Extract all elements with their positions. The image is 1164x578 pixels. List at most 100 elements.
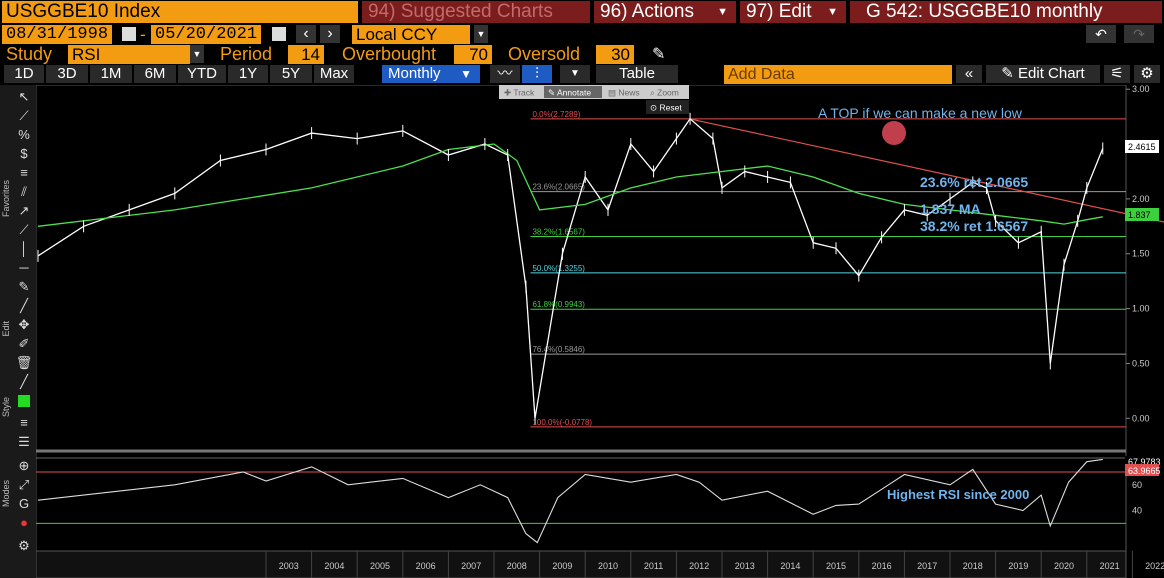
oversold-label: Oversold	[508, 44, 581, 64]
dash-style-icon[interactable]: ☰	[18, 434, 30, 449]
currency-select[interactable]: Local CCY	[352, 25, 470, 44]
frequency-label: Monthly	[388, 65, 441, 82]
frequency-select[interactable]: Monthly ▼	[382, 65, 480, 83]
timeframe-1m-button[interactable]: 1M	[90, 65, 132, 83]
date-separator: -	[140, 25, 146, 44]
chevron-down-icon: ▼	[717, 6, 728, 18]
study-label: Study	[6, 44, 53, 64]
overbought-input[interactable]: 70	[454, 45, 492, 64]
add-data-input[interactable]: Add Data	[724, 65, 952, 84]
g-icon[interactable]: G	[18, 496, 30, 511]
crosshair-icon[interactable]: ⊕	[18, 458, 30, 473]
study-select[interactable]: RSI	[68, 45, 190, 64]
timeframe-3d-button[interactable]: 3D	[46, 65, 88, 83]
overlay-toolbar: ✚ Track ✎ Annotate ▤ News ⌕ Zoom ⊙ Reset	[499, 85, 689, 114]
x-tick-label: 2004	[324, 561, 344, 571]
calendar-icon[interactable]	[272, 27, 286, 41]
calendar-icon[interactable]	[122, 27, 136, 41]
color-swatch-icon[interactable]	[18, 395, 30, 407]
percent-icon[interactable]: %	[18, 127, 30, 142]
line-chart-icon[interactable]: 〰	[490, 65, 520, 83]
collapse-icon[interactable]: «	[956, 65, 982, 83]
table-button[interactable]: Table	[596, 65, 678, 83]
vertical-line-icon[interactable]: │	[19, 241, 29, 256]
currency-label: Local CCY	[356, 25, 438, 44]
horizontal-line-icon[interactable]: ─	[19, 260, 29, 275]
next-arrow-icon[interactable]: ›	[320, 25, 340, 43]
edit-tab[interactable]: Edit	[1, 321, 11, 337]
timeframe-5y-button[interactable]: 5Y	[270, 65, 312, 83]
price-points	[37, 112, 1104, 425]
timeframe-bar: 1D 3D 1M 6M YTD 1Y 5Y Max Monthly ▼ 〰 ⫶ ▼…	[0, 64, 1164, 85]
trash-icon[interactable]: 🗑	[15, 355, 33, 370]
chart-area[interactable]: 0.0%(2.7289) 23.6%(2.0665) 38.2%(1.6567) 50…	[36, 85, 1164, 578]
ticker-field[interactable]: USGGBE10 Index	[2, 1, 358, 23]
actions-menu[interactable]: 96) Actions ▼	[594, 1, 736, 23]
ray-icon[interactable]: ⟋	[19, 222, 29, 237]
timeframe-1d-button[interactable]: 1D	[4, 65, 44, 83]
x-tick-label: 2022	[1145, 561, 1164, 571]
channel-icon[interactable]: ⫽	[21, 184, 27, 199]
fibonacci-icon[interactable]: ≡	[20, 165, 28, 180]
last-price-label: 2.4615	[1128, 142, 1156, 152]
x-tick-label: 2017	[917, 561, 937, 571]
timeframe-max-button[interactable]: Max	[314, 65, 354, 83]
oversold-input[interactable]: 30	[596, 45, 634, 64]
text-icon[interactable]: ✎	[18, 279, 30, 294]
favorites-tab[interactable]: Favorites	[1, 180, 11, 218]
undo-icon[interactable]: ↶	[1086, 25, 1116, 43]
start-date-field[interactable]: 08/31/1998	[2, 25, 113, 44]
pencil-icon[interactable]: ✎	[652, 46, 666, 63]
style-tab[interactable]: Style	[1, 397, 11, 418]
arrow-icon[interactable]: ↗	[18, 203, 30, 218]
x-tick-label: 2018	[963, 561, 983, 571]
trendline[interactable]	[689, 118, 1164, 254]
x-tick-label: 2005	[370, 561, 390, 571]
track-button[interactable]: ✚ Track	[504, 88, 535, 98]
line-weight-icon[interactable]: ≡	[20, 415, 28, 430]
cursor-icon[interactable]: ↖	[18, 89, 30, 104]
chart-settings-icon[interactable]: ⚟	[1104, 65, 1130, 83]
prev-arrow-icon[interactable]: ‹	[296, 25, 316, 43]
y-tick-label: 2.00	[1132, 194, 1150, 204]
trendline-icon[interactable]: ⟋	[19, 108, 29, 123]
gear-icon[interactable]: ⚙	[1134, 65, 1160, 83]
dollar-icon[interactable]: $	[20, 146, 28, 161]
palette-icon[interactable]: ●	[20, 515, 28, 530]
reset-button[interactable]: ⊙ Reset	[650, 103, 682, 113]
chevron-down-icon[interactable]: ▼	[190, 45, 204, 63]
x-tick-label: 2016	[872, 561, 892, 571]
chevron-down-icon[interactable]: ▼	[474, 25, 488, 43]
ret236-annotation: 23.6% ret 2.0665	[920, 174, 1028, 190]
annotate-button[interactable]: ✎ Annotate	[548, 88, 591, 98]
timeframe-ytd-button[interactable]: YTD	[178, 65, 226, 83]
suggested-charts-button[interactable]: 94) Suggested Charts	[362, 1, 590, 23]
edit-menu[interactable]: 97) Edit ▼	[740, 1, 846, 23]
news-button[interactable]: ▤ News	[608, 88, 640, 98]
x-tick-label: 2021	[1100, 561, 1120, 571]
line-icon[interactable]: ╱	[20, 298, 28, 313]
x-tick-label: 2010	[598, 561, 618, 571]
actions-label: 96) Actions	[600, 1, 694, 22]
zoom-mode-icon[interactable]: ⤢	[18, 477, 30, 492]
edit-chart-button[interactable]: ✎ Edit Chart	[986, 65, 1100, 83]
zoom-button[interactable]: ⌕ Zoom	[650, 88, 679, 98]
fib-level-label: 0.0%(2.7289)	[532, 110, 580, 119]
fib-level-label: 50.0%(1.3255)	[532, 264, 585, 273]
redo-icon[interactable]: ↷	[1124, 25, 1154, 43]
gear-icon[interactable]: ⚙	[18, 538, 30, 553]
line-style-icon[interactable]: ╱	[20, 374, 28, 389]
y-axis-ticks: 3.002.502.001.501.000.500.00	[1126, 85, 1150, 423]
brush-icon[interactable]: ✐	[18, 336, 30, 351]
timeframe-1y-button[interactable]: 1Y	[228, 65, 268, 83]
move-icon[interactable]: ✥	[18, 317, 30, 332]
end-date-field[interactable]: 05/20/2021	[151, 25, 262, 44]
timeframe-6m-button[interactable]: 6M	[134, 65, 176, 83]
bar-chart-icon[interactable]: ⫶	[522, 65, 552, 83]
fib-level-label: 100.0%(-0.0778)	[532, 418, 592, 427]
chevron-down-icon[interactable]: ▼	[560, 65, 590, 83]
modes-tab[interactable]: Modes	[1, 480, 11, 508]
period-input[interactable]: 14	[288, 45, 324, 64]
period-label: Period	[220, 44, 273, 64]
ret382-annotation: 38.2% ret 1.6567	[920, 218, 1028, 234]
